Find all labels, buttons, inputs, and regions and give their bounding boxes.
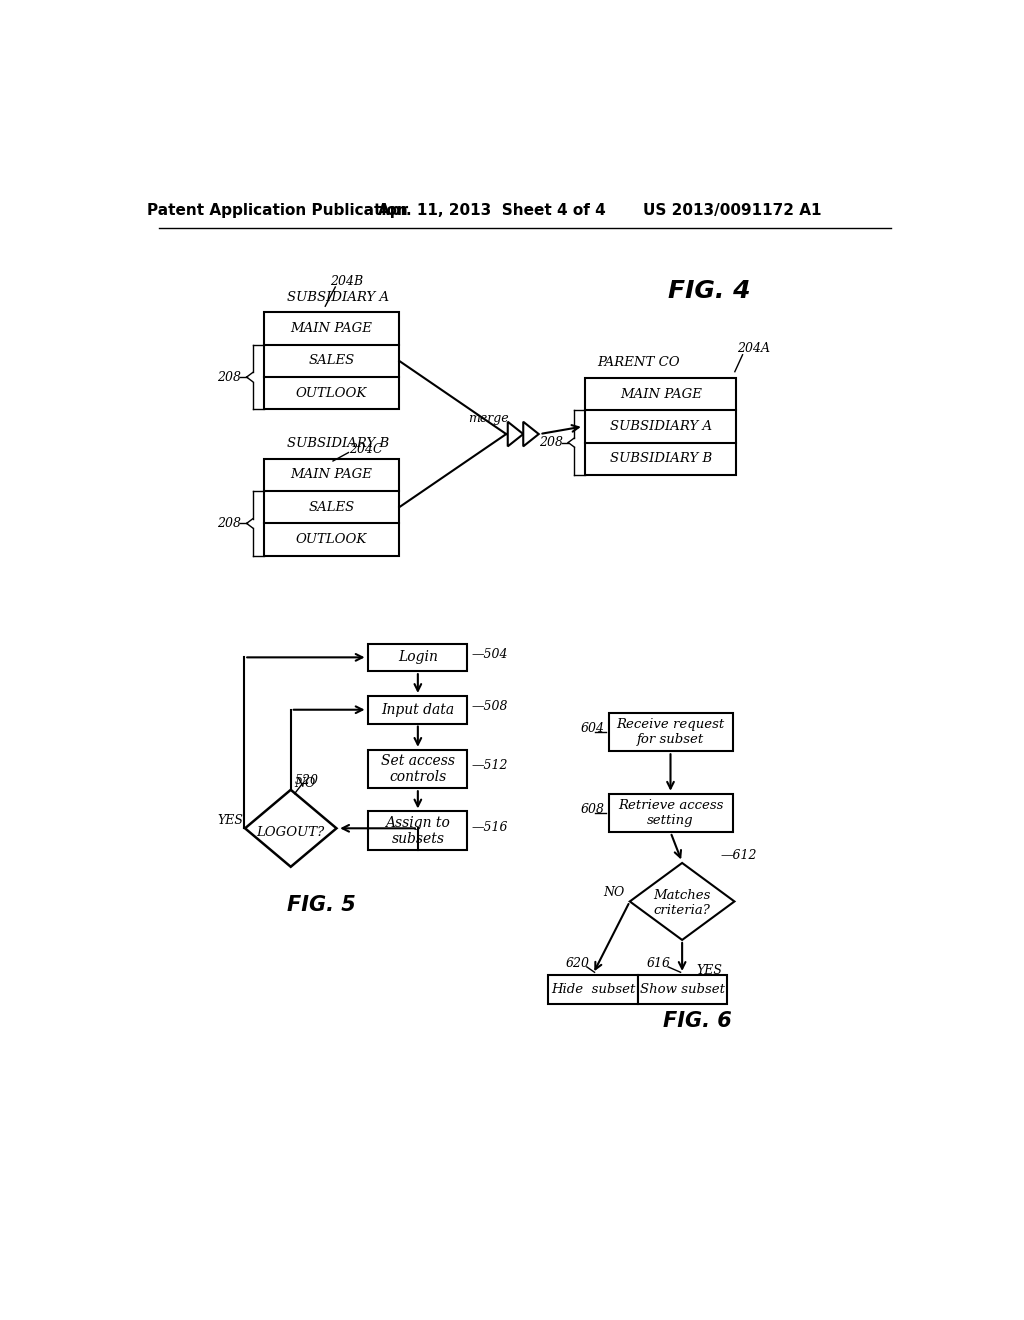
FancyBboxPatch shape [608,793,732,832]
Text: Login: Login [398,651,438,664]
Text: —508: —508 [471,700,508,713]
Text: SALES: SALES [308,354,354,367]
Text: Patent Application Publication: Patent Application Publication [147,203,408,218]
Polygon shape [523,422,539,446]
Text: Set access
controls: Set access controls [381,754,455,784]
Text: —612: —612 [720,849,757,862]
Text: NO: NO [604,886,625,899]
Text: —504: —504 [471,648,508,661]
FancyBboxPatch shape [586,378,736,475]
Polygon shape [630,863,734,940]
Text: FIG. 5: FIG. 5 [288,895,356,915]
Text: 604: 604 [581,722,604,735]
Text: SUBSIDIARY B: SUBSIDIARY B [609,453,712,465]
Text: Hide  subset: Hide subset [551,982,635,995]
FancyBboxPatch shape [638,974,727,1003]
Text: OUTLOOK: OUTLOOK [296,387,367,400]
Text: SUBSIDIARY A: SUBSIDIARY A [287,290,389,304]
Text: Input data: Input data [381,702,455,717]
Text: 204C: 204C [349,444,383,455]
Text: NO: NO [294,777,315,791]
Polygon shape [245,789,337,867]
Text: SALES: SALES [308,500,354,513]
Text: 208: 208 [540,436,563,449]
Text: 208: 208 [217,517,242,529]
Polygon shape [508,422,523,446]
Text: Receive request
for subset: Receive request for subset [616,718,725,746]
FancyBboxPatch shape [369,644,467,671]
Text: 608: 608 [581,804,604,816]
Text: PARENT CO: PARENT CO [597,356,680,370]
Text: 616: 616 [647,957,671,970]
FancyBboxPatch shape [369,812,467,850]
FancyBboxPatch shape [608,713,732,751]
Text: 204A: 204A [737,342,770,355]
Text: YES: YES [696,964,722,977]
FancyBboxPatch shape [549,974,638,1003]
FancyBboxPatch shape [263,459,399,556]
Text: MAIN PAGE: MAIN PAGE [291,469,373,482]
FancyBboxPatch shape [369,750,467,788]
Text: —512: —512 [471,759,508,772]
Text: Matches
criteria?: Matches criteria? [653,888,711,917]
Text: SUBSIDIARY A: SUBSIDIARY A [609,420,712,433]
Text: MAIN PAGE: MAIN PAGE [291,322,373,335]
FancyBboxPatch shape [263,313,399,409]
Text: Assign to
subsets: Assign to subsets [385,816,451,846]
Text: YES: YES [217,814,244,828]
Text: Show subset: Show subset [640,982,725,995]
Text: US 2013/0091172 A1: US 2013/0091172 A1 [643,203,821,218]
Text: SUBSIDIARY B: SUBSIDIARY B [287,437,389,450]
Text: Apr. 11, 2013  Sheet 4 of 4: Apr. 11, 2013 Sheet 4 of 4 [379,203,606,218]
Text: 208: 208 [217,371,242,384]
Text: merge: merge [468,412,509,425]
Text: LOGOUT?: LOGOUT? [257,825,325,838]
Text: FIG. 6: FIG. 6 [664,1011,732,1031]
Text: —516: —516 [471,821,508,834]
Text: 620: 620 [565,957,590,970]
Text: FIG. 4: FIG. 4 [668,279,751,302]
Text: MAIN PAGE: MAIN PAGE [620,388,701,400]
Text: 520: 520 [294,774,318,787]
FancyBboxPatch shape [369,696,467,723]
Text: 204B: 204B [331,275,364,288]
Text: OUTLOOK: OUTLOOK [296,533,367,546]
Text: Retrieve access
setting: Retrieve access setting [617,799,723,826]
